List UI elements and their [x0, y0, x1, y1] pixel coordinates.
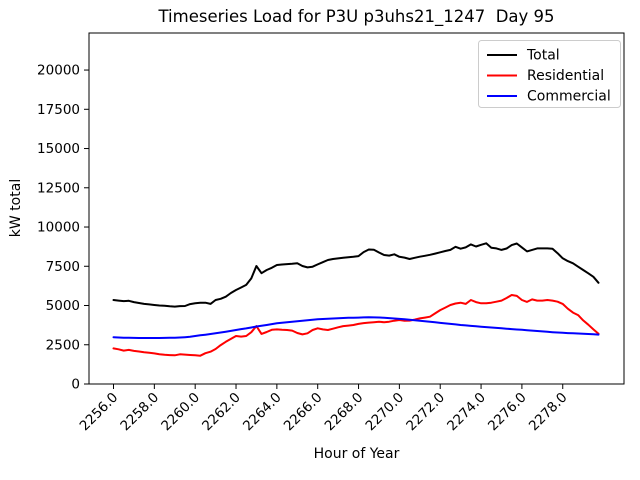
series-line-total [112, 242, 600, 308]
x-tick-label: 2276.0 [485, 390, 530, 435]
plot-area: 0 2500 5000 7500 10000 12500 15000 17500 20000 22… [37, 32, 625, 434]
y-tick-label: 17500 [37, 102, 80, 118]
plot-frame [88, 32, 625, 385]
x-tick-label: 2260.0 [158, 390, 203, 435]
legend: Total Residential Commercial [478, 40, 621, 108]
y-axis-label: kW total [8, 179, 24, 237]
x-tick-label: 2262.0 [199, 390, 244, 435]
y-tick-label: 12500 [37, 180, 80, 196]
y-tick-label: 2500 [46, 337, 80, 353]
y-tick-label: 0 [71, 377, 80, 393]
x-tick-label: 2274.0 [444, 390, 489, 435]
series-line-commercial [112, 316, 600, 339]
x-tick-label: 2266.0 [281, 390, 326, 435]
x-tick-label: 2278.0 [526, 390, 571, 435]
chart-title: Timeseries Load for P3U p3uhs21_1247 Day… [157, 7, 554, 27]
x-tick-label: 2268.0 [322, 390, 367, 435]
y-tick-label: 5000 [46, 298, 80, 314]
series-line-residential [112, 294, 600, 357]
x-tick-label: 2272.0 [403, 390, 448, 435]
y-tick-label: 15000 [37, 141, 80, 157]
y-tick-label: 10000 [37, 220, 80, 236]
legend-label-commercial: Commercial [527, 89, 611, 105]
y-tick-label: 20000 [37, 63, 80, 79]
x-tick-label: 2258.0 [117, 390, 162, 435]
legend-label-total: Total [526, 48, 560, 64]
x-tick-label: 2270.0 [362, 390, 407, 435]
x-axis-label: Hour of Year [314, 446, 400, 462]
x-tick-label: 2256.0 [77, 390, 122, 435]
y-tick-label: 7500 [46, 259, 80, 275]
legend-label-residential: Residential [527, 68, 604, 84]
x-tick-label: 2264.0 [240, 390, 285, 435]
y-axis: 0 2500 5000 7500 10000 12500 15000 17500 20000 [37, 63, 89, 393]
legend-box [478, 40, 621, 108]
x-axis: 2256.02258.02260.02262.02264.02266.02268… [77, 384, 571, 434]
